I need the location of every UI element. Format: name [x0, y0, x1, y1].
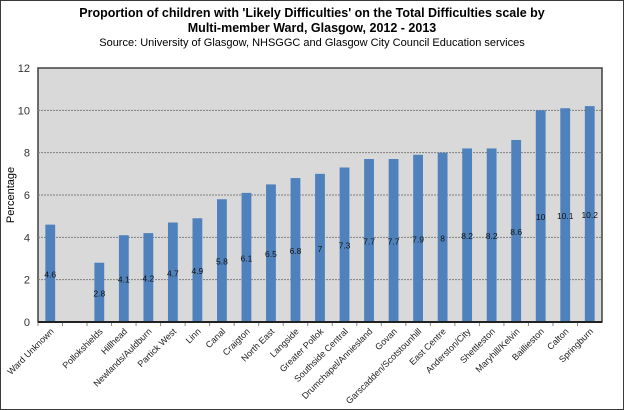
data-label: 7.3 — [339, 241, 351, 251]
data-labels: 4.6 2.8 4.1 4.2 4.7 4.9 5.8 6.1 6.5 6.8 7 7.3 7.7 7.7… — [44, 210, 598, 298]
data-label: 5.8 — [216, 257, 228, 267]
bar — [339, 167, 350, 322]
bar — [437, 152, 448, 322]
chart-subtitle: Source: University of Glasgow, NHSGGC an… — [99, 37, 525, 49]
bar — [462, 148, 473, 322]
data-label: 7.7 — [388, 237, 400, 247]
bar — [118, 235, 129, 322]
data-label: 6.5 — [265, 249, 277, 259]
y-tick-label: 8 — [24, 148, 30, 160]
data-label: 6.1 — [241, 253, 253, 263]
chart-title-line2: Multi-member Ward, Glasgow, 2012 - 2013 — [187, 21, 437, 35]
bar — [486, 148, 497, 322]
data-label: 10.2 — [581, 210, 598, 220]
bar — [266, 184, 276, 322]
bar — [167, 222, 178, 322]
data-label: 4.9 — [191, 266, 203, 276]
y-tick-label: 10 — [18, 105, 30, 117]
y-tick-label: 2 — [24, 275, 30, 287]
bar — [388, 159, 399, 322]
y-axis-label: Percentage — [5, 167, 17, 223]
bars — [45, 106, 595, 322]
x-tick-label: Ward Unknown — [5, 326, 55, 376]
data-label: 8.2 — [486, 231, 498, 241]
bar — [143, 233, 154, 322]
data-label: 10.1 — [557, 211, 574, 221]
x-tick-label: Pollokshields — [61, 326, 106, 371]
y-tick-label: 6 — [24, 190, 30, 202]
data-label: 8.2 — [461, 231, 473, 241]
y-tick-label: 4 — [24, 232, 30, 244]
bar — [584, 106, 595, 322]
y-tick-label: 12 — [18, 63, 30, 75]
data-label: 7.9 — [412, 234, 424, 244]
data-label: 8 — [440, 233, 445, 243]
chart-title: Proportion of children with 'Likely Diff… — [79, 6, 545, 20]
bar — [45, 224, 56, 322]
data-label: 7.7 — [363, 237, 375, 247]
data-label: 7 — [318, 244, 323, 254]
x-tick-label: Linn — [184, 326, 203, 345]
data-label: 4.7 — [167, 268, 179, 278]
bar — [315, 173, 325, 322]
data-label: 6.8 — [290, 246, 302, 256]
bar — [217, 199, 227, 322]
bar — [192, 218, 203, 322]
data-label: 4.1 — [118, 275, 130, 285]
data-label: 4.6 — [44, 269, 56, 279]
data-label: 4.2 — [142, 274, 154, 284]
bar — [290, 178, 301, 322]
y-tick-label: 0 — [24, 317, 30, 329]
bar — [535, 110, 546, 322]
bar — [241, 192, 252, 322]
data-label: 2.8 — [93, 288, 105, 298]
bar — [413, 154, 423, 322]
y-axis-ticks: 0 2 4 6 8 10 12 — [18, 63, 30, 329]
data-label: 10 — [536, 212, 546, 222]
bar — [364, 159, 374, 322]
bar — [511, 139, 522, 322]
x-axis-ticks: Ward Unknown PollokshieldsHillheadNewland… — [5, 322, 595, 406]
data-label: 8.6 — [510, 227, 522, 237]
bar — [94, 262, 105, 322]
bar — [560, 108, 571, 322]
